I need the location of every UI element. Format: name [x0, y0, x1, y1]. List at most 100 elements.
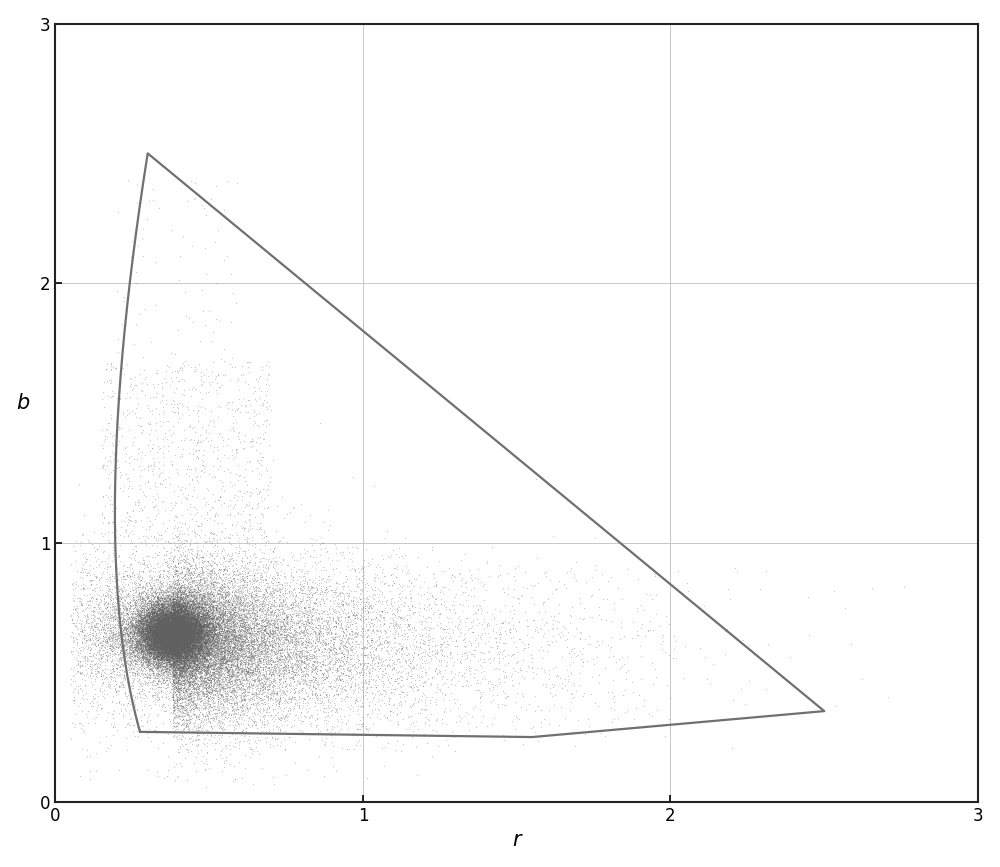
Point — [230, 505, 246, 519]
Point — [246, 405, 262, 419]
Point — [152, 642, 168, 656]
Point — [329, 663, 345, 677]
Point — [158, 606, 174, 620]
Point — [184, 618, 200, 632]
Point — [163, 643, 179, 657]
Point — [173, 644, 189, 658]
Point — [146, 592, 162, 606]
Point — [203, 633, 219, 647]
Point — [246, 577, 262, 590]
Point — [161, 631, 177, 645]
Point — [186, 626, 202, 640]
Point — [153, 603, 169, 617]
Point — [181, 621, 197, 635]
Point — [170, 625, 186, 639]
Point — [176, 673, 192, 687]
Point — [278, 576, 294, 590]
Point — [205, 606, 221, 620]
Point — [180, 633, 196, 647]
Point — [279, 650, 295, 664]
Point — [154, 630, 170, 644]
Point — [173, 586, 189, 600]
Point — [155, 652, 171, 666]
Point — [142, 605, 158, 619]
Point — [193, 617, 209, 631]
Point — [174, 625, 190, 639]
Point — [311, 570, 327, 583]
Point — [217, 596, 233, 610]
Point — [224, 675, 240, 689]
Point — [178, 622, 194, 636]
Point — [164, 628, 180, 642]
Point — [171, 629, 187, 642]
Point — [167, 640, 183, 654]
Point — [203, 626, 219, 640]
Point — [179, 626, 195, 640]
Point — [167, 613, 183, 627]
Point — [141, 621, 157, 635]
Point — [200, 636, 216, 649]
Point — [156, 599, 172, 613]
Point — [188, 551, 204, 565]
Point — [161, 641, 177, 655]
Point — [230, 617, 246, 631]
Point — [168, 642, 184, 656]
Point — [130, 602, 146, 616]
Point — [185, 625, 201, 639]
Point — [165, 628, 181, 642]
Point — [113, 647, 129, 661]
Point — [218, 692, 234, 706]
Point — [163, 644, 179, 658]
Point — [290, 616, 306, 629]
Point — [130, 592, 146, 606]
Point — [171, 628, 187, 642]
Point — [199, 596, 215, 610]
Point — [206, 620, 222, 634]
Point — [182, 627, 198, 641]
Point — [158, 601, 174, 615]
Point — [82, 628, 98, 642]
Point — [179, 601, 195, 615]
Point — [347, 672, 363, 686]
Point — [235, 572, 251, 586]
Point — [139, 628, 155, 642]
Point — [175, 662, 191, 676]
Point — [205, 680, 221, 694]
Point — [171, 634, 187, 648]
Point — [801, 629, 817, 642]
Point — [184, 630, 200, 644]
Point — [158, 611, 174, 625]
Point — [163, 636, 179, 649]
Point — [185, 608, 201, 622]
Point — [179, 635, 195, 649]
Point — [420, 648, 436, 662]
Point — [123, 632, 139, 646]
Point — [157, 610, 173, 623]
Point — [207, 622, 223, 636]
Point — [147, 646, 163, 660]
Point — [153, 626, 169, 640]
Point — [171, 623, 187, 636]
Point — [150, 635, 166, 649]
Point — [174, 591, 190, 605]
Point — [166, 636, 182, 649]
Point — [242, 610, 258, 624]
Point — [211, 576, 227, 590]
Point — [159, 617, 175, 631]
Point — [158, 628, 174, 642]
Point — [250, 621, 266, 635]
Point — [176, 627, 192, 641]
Point — [250, 642, 266, 656]
Point — [351, 670, 367, 684]
Point — [162, 596, 178, 610]
Point — [184, 638, 200, 652]
Point — [177, 610, 193, 624]
Point — [98, 601, 114, 615]
Point — [158, 635, 174, 649]
Point — [183, 630, 199, 644]
Point — [133, 635, 149, 649]
Point — [182, 636, 198, 650]
Point — [247, 629, 263, 642]
Point — [164, 656, 180, 670]
Point — [168, 630, 184, 644]
